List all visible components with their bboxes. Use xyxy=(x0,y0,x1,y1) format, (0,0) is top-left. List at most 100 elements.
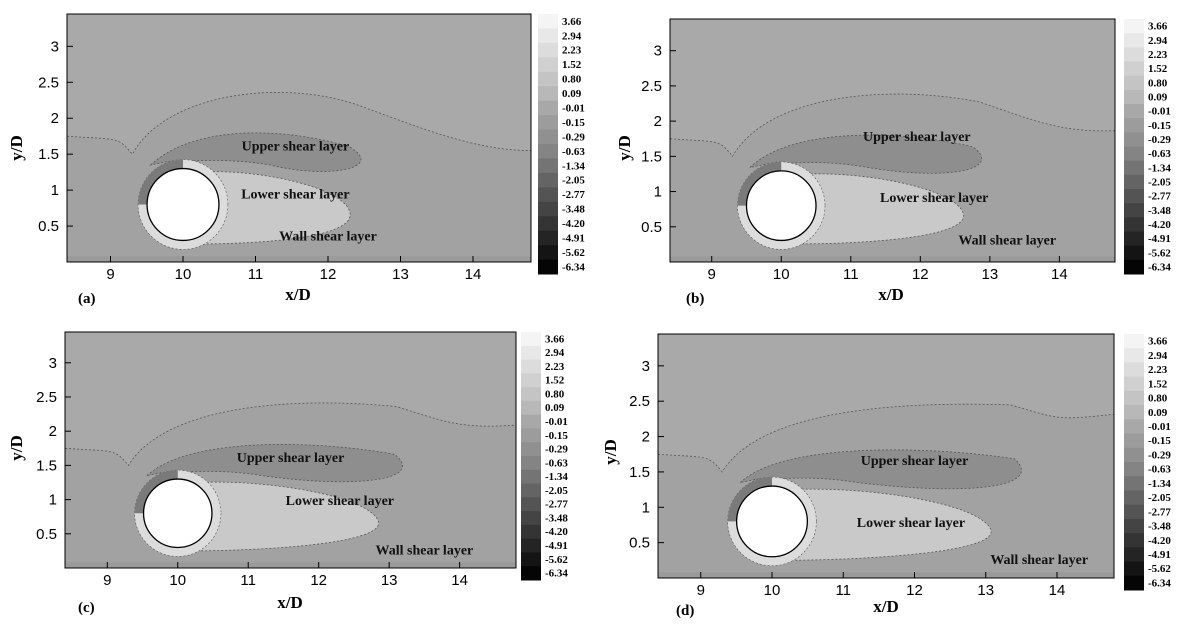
colorbar-swatch xyxy=(1124,575,1144,591)
y-tick-label: 1.5 xyxy=(629,464,650,481)
colorbar-label: 3.66 xyxy=(1148,21,1168,33)
y-axis-label: y/D xyxy=(7,435,26,461)
colorbar-label: -2.77 xyxy=(1148,506,1171,518)
colorbar-label: 2.94 xyxy=(545,347,565,359)
colorbar-label: -1.34 xyxy=(1148,162,1171,174)
colorbar-label: 0.09 xyxy=(1148,91,1168,103)
colorbar-swatch xyxy=(1124,390,1144,406)
colorbar-label: -0.15 xyxy=(1148,120,1171,132)
x-tick-label: 13 xyxy=(392,266,409,283)
colorbar-swatch xyxy=(1124,61,1144,77)
cylinder-body xyxy=(745,170,817,242)
panel-d: 9 10 11 12 13 14 0.5 1 1.5 2 2.5 3 x/D y/D (d) Upp… xyxy=(598,312,1196,624)
upper-shear-region xyxy=(145,444,403,483)
colorbar-swatch xyxy=(1124,490,1144,506)
colorbar-swatch xyxy=(1124,245,1144,261)
shear-layer-annotation: Lower shear layer xyxy=(880,191,988,206)
x-axis-label: x/D xyxy=(277,593,303,612)
panel-label: (b) xyxy=(686,291,704,307)
colorbar-label: -0.01 xyxy=(1148,106,1171,118)
y-tick-label: 2 xyxy=(51,110,59,127)
colorbar-swatch xyxy=(521,483,541,498)
x-tick-label: 11 xyxy=(248,266,264,283)
colorbar-label: 2.23 xyxy=(545,361,565,373)
x-axis-ticks: 9 10 11 12 13 14 xyxy=(103,562,468,589)
cylinder-body xyxy=(142,478,213,549)
panel-b: 9 10 11 12 13 14 0.5 1 1.5 2 2.5 3 x/D y/D (b) Upp… xyxy=(598,0,1196,312)
cylinder xyxy=(745,170,817,242)
wall-strip xyxy=(670,256,1115,262)
colorbar-label: -0.15 xyxy=(562,117,585,129)
annotations: Upper shear layer Lower shear layer Wall s… xyxy=(237,451,474,558)
colorbar-swatch xyxy=(1124,174,1144,190)
colorbar-label: 2.23 xyxy=(1148,49,1168,61)
colorbar-swatch xyxy=(1124,146,1144,162)
colorbar-swatch xyxy=(1124,518,1144,534)
annotations: Upper shear layer Lower shear layer Wall s… xyxy=(241,140,377,245)
colorbar-swatch xyxy=(538,245,558,261)
x-tick-label: 11 xyxy=(835,582,851,599)
colorbar-swatch xyxy=(1124,19,1144,34)
panel-c: 9 10 11 12 13 14 0.5 1 1.5 2 2.5 3 x/D y/D (c) Upp… xyxy=(0,312,598,624)
y-axis-ticks: 0.5 1 1.5 2 2.5 3 xyxy=(629,358,664,552)
x-axis-label: x/D xyxy=(285,285,311,304)
colorbar-label: -0.29 xyxy=(562,131,585,143)
colorbar-label: -2.77 xyxy=(562,189,585,201)
colorbar-swatch xyxy=(521,469,541,485)
colorbar-label: -2.05 xyxy=(562,175,585,187)
y-tick-label: 3 xyxy=(51,38,59,55)
colorbar-label: 2.23 xyxy=(1148,364,1168,376)
colorbar: 3.66 2.94 2.23 1.52 0.80 0.09 -0.01 -0.15 -0.29 -… xyxy=(538,14,585,275)
colorbar-swatch xyxy=(538,86,558,102)
y-tick-label: 1.5 xyxy=(38,146,59,163)
colorbar-swatch xyxy=(1124,33,1144,48)
y-tick-label: 2.5 xyxy=(641,78,662,95)
plot-frame xyxy=(669,18,1116,263)
colorbar-label: 1.52 xyxy=(545,375,565,387)
wall-strip xyxy=(658,572,1114,578)
colorbar-label: -2.77 xyxy=(545,499,568,511)
contour-field xyxy=(67,14,531,262)
colorbar-label: -6.34 xyxy=(562,261,585,273)
colorbar-swatch xyxy=(521,387,541,402)
colorbar-label: -0.63 xyxy=(545,457,568,469)
colorbar-swatch xyxy=(1124,75,1144,91)
colorbar-swatch xyxy=(521,345,541,361)
shear-layer-annotation: Wall shear layer xyxy=(958,233,1056,248)
frame-border xyxy=(66,13,532,263)
y-axis-ticks: 0.5 1 1.5 2 2.5 3 xyxy=(641,43,676,236)
colorbar-swatch xyxy=(1124,104,1144,119)
shear-layer-annotation: Upper shear layer xyxy=(237,451,345,466)
colorbar-label: 0.80 xyxy=(1148,393,1168,405)
colorbar-swatch xyxy=(521,414,541,429)
y-tick-label: 1 xyxy=(642,499,650,516)
panel-label: (a) xyxy=(78,291,96,307)
y-tick-label: 2.5 xyxy=(629,393,650,410)
cylinder-body xyxy=(146,167,220,242)
colorbar-swatch xyxy=(538,259,558,275)
y-tick-label: 2 xyxy=(49,423,57,440)
x-tick-label: 12 xyxy=(906,582,923,599)
colorbar-label: -4.91 xyxy=(545,540,568,552)
colorbar-label: 0.80 xyxy=(1148,77,1168,89)
colorbar-swatch xyxy=(1124,462,1144,477)
annotations: Upper shear layer Lower shear layer Wall s… xyxy=(863,130,1056,249)
colorbar-swatch xyxy=(538,144,558,159)
colorbar-swatch xyxy=(521,373,541,388)
y-tick-label: 1 xyxy=(51,182,59,199)
colorbar-label: -3.48 xyxy=(1148,205,1171,217)
y-tick-label: 0.5 xyxy=(641,219,662,236)
colorbar-label: -0.63 xyxy=(562,146,585,158)
colorbar-label: -2.05 xyxy=(1148,176,1171,188)
upper-shear-region xyxy=(748,134,982,174)
colorbar-swatch xyxy=(1124,447,1144,463)
colorbar-swatch xyxy=(521,511,541,526)
x-axis-ticks: 9 10 11 12 13 14 xyxy=(708,256,1068,283)
x-tick-label: 9 xyxy=(103,572,111,589)
colorbar-label: -0.29 xyxy=(1148,134,1171,146)
colorbar-swatch xyxy=(1124,376,1144,392)
colorbar-label: -4.20 xyxy=(562,218,585,230)
colorbar-label: -5.62 xyxy=(1148,563,1171,575)
colorbar-swatch xyxy=(521,332,541,347)
colorbar-swatch xyxy=(1124,561,1144,577)
